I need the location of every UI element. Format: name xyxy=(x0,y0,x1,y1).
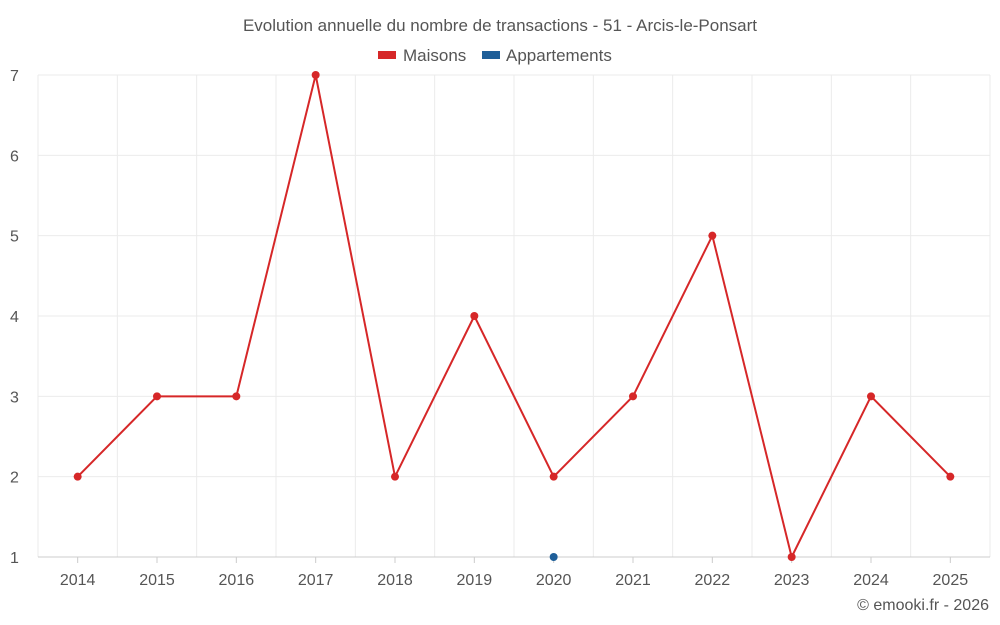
data-point-maisons-2018[interactable] xyxy=(391,472,399,481)
legend-swatch-appartements xyxy=(482,51,500,59)
chart-title: Evolution annuelle du nombre de transact… xyxy=(243,16,757,35)
x-tick-label: 2021 xyxy=(615,572,651,589)
x-tick-label: 2020 xyxy=(536,572,572,589)
y-tick-label: 5 xyxy=(10,229,19,246)
series xyxy=(73,71,955,561)
y-tick-label: 3 xyxy=(10,389,19,406)
legend: Maisons Appartements xyxy=(378,46,612,65)
axes xyxy=(38,556,990,563)
x-tick-label: 2019 xyxy=(457,572,493,589)
y-tick-label: 1 xyxy=(10,550,19,567)
y-tick-label: 7 xyxy=(10,68,19,85)
credit-text: © emooki.fr - 2026 xyxy=(857,597,989,614)
x-tick-label: 2024 xyxy=(853,572,889,589)
x-tick-label: 2015 xyxy=(139,572,175,589)
data-point-maisons-2021[interactable] xyxy=(629,392,637,401)
data-point-maisons-2025[interactable] xyxy=(946,472,955,481)
series-line-maisons xyxy=(76,74,952,558)
legend-label-maisons: Maisons xyxy=(403,46,466,65)
gridlines xyxy=(37,74,991,557)
data-point-appartements-2020[interactable] xyxy=(549,553,558,561)
y-tick-label: 2 xyxy=(10,470,19,487)
x-tick-label: 2014 xyxy=(60,572,96,589)
x-axis-ticks: 2014 2015 2016 2017 2018 2019 2020 2021 2022 2023… xyxy=(60,572,968,589)
y-tick-label: 6 xyxy=(10,148,19,165)
data-point-maisons-2024[interactable] xyxy=(867,392,875,401)
data-point-maisons-2019[interactable] xyxy=(470,312,479,320)
data-point-maisons-2020[interactable] xyxy=(549,472,558,481)
y-tick-label: 4 xyxy=(10,309,19,326)
x-tick-label: 2025 xyxy=(933,572,969,589)
data-point-maisons-2014[interactable] xyxy=(73,472,82,481)
x-tick-label: 2016 xyxy=(219,572,255,589)
x-tick-label: 2017 xyxy=(298,572,334,589)
x-tick-label: 2022 xyxy=(695,572,731,589)
data-point-maisons-2017[interactable] xyxy=(311,71,320,79)
y-axis-ticks: 1 2 3 4 5 6 7 xyxy=(10,68,19,567)
data-point-maisons-2023[interactable] xyxy=(787,553,796,561)
x-tick-label: 2018 xyxy=(377,572,413,589)
data-point-maisons-2016[interactable] xyxy=(232,392,241,401)
legend-swatch-maisons xyxy=(378,51,396,59)
data-point-maisons-2015[interactable] xyxy=(153,392,161,401)
data-point-maisons-2022[interactable] xyxy=(708,231,717,240)
legend-label-appartements: Appartements xyxy=(506,46,612,65)
x-tick-label: 2023 xyxy=(774,572,810,589)
